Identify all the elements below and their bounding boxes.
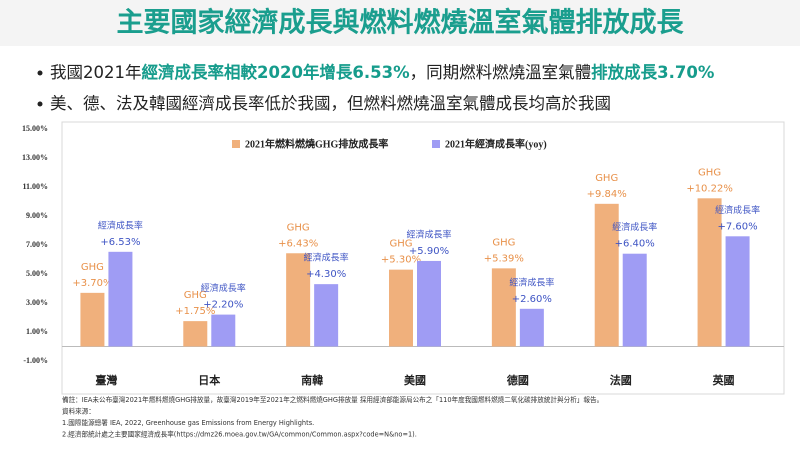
bar-annotation: 經濟成長率 [509, 276, 554, 288]
y-tick-label: 11.00% [22, 182, 48, 191]
y-tick-label: 3.00% [26, 298, 48, 307]
x-tick-label: 美國 [404, 373, 426, 387]
note: 2.經濟部統計處之主要國家經濟成長率(https://dmz26.moea.go… [62, 430, 417, 439]
x-tick-label: 法國 [610, 373, 632, 387]
y-tick-label: 7.00% [26, 240, 48, 249]
x-tick-label: 德國 [506, 373, 529, 387]
y-tick-label: 9.00% [26, 211, 48, 220]
bar-annotation: GHG [287, 222, 310, 233]
legend-label: 2021年燃料燃燒GHG排放成長率 [245, 137, 388, 150]
bar [108, 251, 133, 347]
bar-annotation: GHG [81, 262, 104, 273]
legend-label: 2021年經濟成長率(yoy) [445, 137, 547, 150]
value-label: +2.20% [203, 300, 243, 311]
bar [211, 314, 236, 347]
note: 1.國際能源總署 IEA, 2022, Greenhouse gas Emiss… [62, 418, 314, 427]
bar [725, 236, 750, 347]
y-tick-label: 15.00% [22, 124, 48, 133]
bar [491, 268, 516, 347]
value-label: +5.39% [484, 253, 524, 264]
bar [594, 203, 619, 347]
value-label: +3.70% [72, 278, 112, 289]
value-label: +7.60% [717, 221, 757, 232]
value-label: +6.43% [278, 238, 318, 249]
value-label: +5.90% [409, 246, 449, 257]
slide-title: 主要國家經濟成長與燃料燃燒溫室氣體排放成長 [117, 7, 685, 39]
bar-annotation: 經濟成長率 [98, 219, 143, 231]
bar-annotation: 經濟成長率 [201, 282, 246, 294]
bar-annotation: GHG [184, 290, 207, 301]
value-label: +6.40% [615, 239, 655, 250]
bullet-segment: 經濟成長率相較2020年增長6.53% [142, 62, 411, 82]
x-tick-label: 英國 [712, 373, 735, 387]
bar-annotation: GHG [698, 167, 721, 178]
bar [622, 253, 647, 347]
value-label: +10.22% [686, 183, 733, 194]
bullet-segment: 我國2021年 [50, 63, 142, 82]
bar [80, 292, 105, 347]
value-label: +6.53% [100, 237, 140, 248]
x-tick-label: 南韓 [301, 373, 323, 387]
y-tick-label: 13.00% [22, 153, 48, 162]
x-tick-label: 臺灣 [95, 373, 117, 387]
value-label: +2.60% [512, 294, 552, 305]
bar [286, 253, 311, 347]
bar-annotation: 經濟成長率 [406, 228, 451, 240]
bullet: 我國2021年經濟成長率相較2020年增長6.53%，同期燃料燃燒溫室氣體排放成… [50, 62, 715, 82]
note: 資料來源： [62, 407, 95, 416]
chart-frame [61, 121, 785, 395]
legend-swatch [432, 140, 440, 148]
value-label: +1.75% [175, 306, 215, 317]
value-label: +5.30% [381, 255, 421, 266]
legend-swatch [232, 140, 240, 148]
bar-annotation: GHG [389, 239, 412, 250]
bar [697, 198, 722, 347]
bullet-dot [37, 101, 43, 107]
y-tick-label: 5.00% [26, 269, 48, 278]
value-label: +4.30% [306, 269, 346, 280]
bullet-segment: 美、德、法及韓國經濟成長率低於我國，但燃料燃燒溫室氣體成長均高於我國 [50, 94, 611, 113]
value-label: +9.84% [587, 189, 627, 200]
bar [314, 284, 339, 347]
y-tick-label: -1.00% [23, 356, 48, 365]
bar-annotation: 經濟成長率 [612, 221, 657, 233]
bar [519, 308, 544, 347]
bar [183, 321, 208, 347]
note: 備註：IEA未公布臺灣2021年燃料燃燒GHG排放量，故臺灣2019年至2021… [62, 395, 603, 404]
y-tick-label: 1.00% [26, 327, 48, 336]
bar [389, 269, 413, 347]
bullet-dot [37, 70, 43, 76]
bullet: 美、德、法及韓國經濟成長率低於我國，但燃料燃燒溫室氣體成長均高於我國 [50, 94, 611, 113]
bar-annotation: 經濟成長率 [304, 252, 349, 264]
x-tick-label: 日本 [198, 373, 220, 387]
bar-annotation: GHG [595, 173, 618, 184]
title-band [0, 0, 800, 46]
bar [417, 260, 441, 347]
bullet-segment: ，同期燃料燃燒溫室氣體 [410, 63, 592, 82]
bar-annotation: GHG [492, 237, 515, 248]
bullet-segment: 排放成長3.70% [591, 62, 715, 82]
bar-annotation: 經濟成長率 [715, 204, 760, 216]
